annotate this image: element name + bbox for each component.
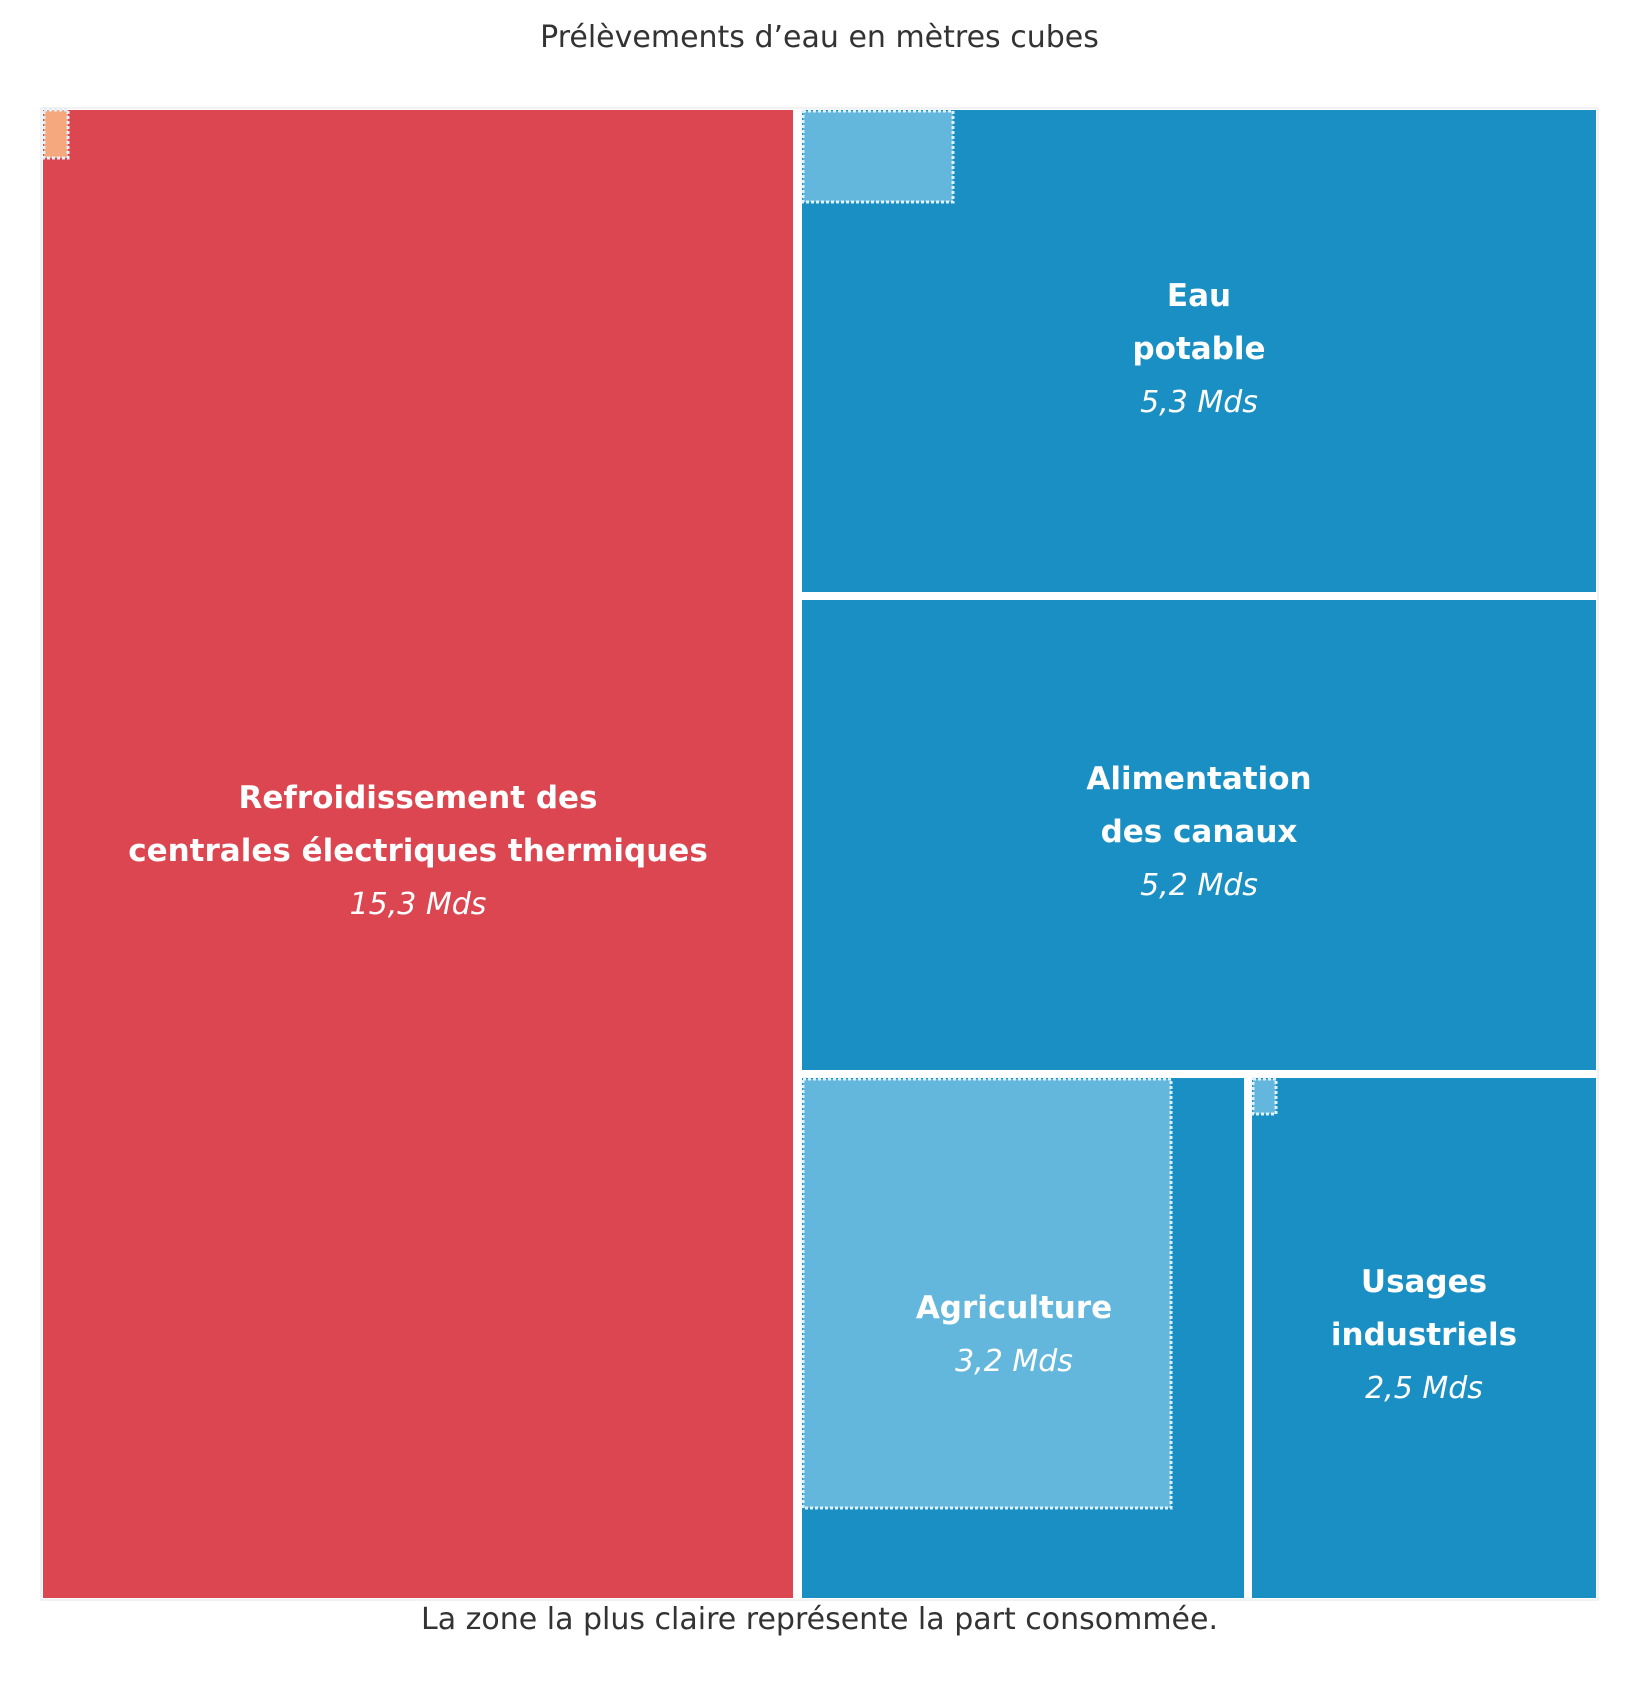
- treemap-tile: Refroidissement des centrales électriques…: [42, 108, 793, 1598]
- treemap-frame: [40, 107, 1599, 1601]
- tile-value-label: 3,2 Mds: [955, 1344, 1073, 1379]
- tile-value-label: 2,5 Mds: [1365, 1371, 1483, 1406]
- treemap-tile: Agriculture 3,2 Mds: [801, 1077, 1244, 1598]
- tile-label: Agriculture: [916, 1290, 1112, 1326]
- consumed-share-rect: [1251, 1077, 1278, 1116]
- tile-value-label: 5,3 Mds: [1140, 385, 1258, 420]
- consumed-share-rect: [801, 1077, 1173, 1510]
- chart-note: La zone la plus claire représente la par…: [421, 1602, 1218, 1637]
- tile-label: Eau: [1167, 278, 1231, 314]
- tile-label: Alimentation: [1086, 761, 1311, 797]
- tile-value-label: 5,2 Mds: [1140, 868, 1258, 903]
- treemap-tile: Alimentation des canaux 5,2 Mds: [802, 600, 1596, 1070]
- tile-label: Usages: [1361, 1264, 1487, 1300]
- tile-label: industriels: [1331, 1317, 1517, 1353]
- tile-label: des canaux: [1101, 814, 1298, 850]
- tile-rect: [43, 110, 793, 1598]
- tile-rect: [802, 600, 1596, 1070]
- tile-value-label: 15,3 Mds: [350, 887, 487, 922]
- tile-label: centrales électriques thermiques: [128, 833, 708, 869]
- chart-title: Prélèvements d’eau en mètres cubes: [540, 20, 1099, 55]
- tile-rect: [1252, 1078, 1596, 1598]
- tile-label: potable: [1132, 331, 1265, 367]
- tile-label: Refroidissement des: [238, 780, 597, 816]
- consumed-share-rect: [42, 108, 70, 160]
- consumed-share-rect: [801, 109, 955, 204]
- treemap-tile: Usages industriels 2,5 Mds: [1251, 1077, 1596, 1598]
- treemap-tile: Eau potable 5,3 Mds: [801, 109, 1596, 592]
